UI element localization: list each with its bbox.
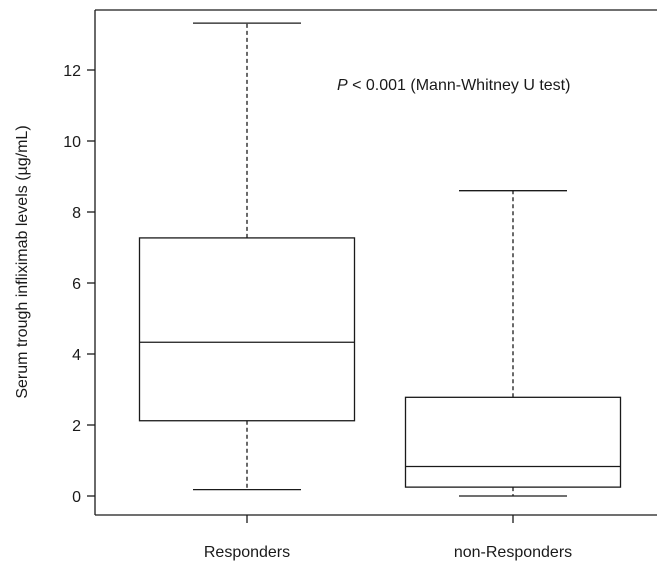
y-tick-label: 12 <box>63 63 81 80</box>
iqr-box <box>404 396 622 488</box>
p-value-symbol: P <box>337 77 348 94</box>
box-responders <box>138 22 356 491</box>
y-tick-label: 8 <box>72 205 81 222</box>
y-axis-ticks: 0 2 4 6 8 10 12 <box>63 63 95 506</box>
y-axis-title: Serum trough infliximab levels (µg/mL) <box>14 125 31 398</box>
y-tick-label: 4 <box>72 347 81 364</box>
x-tick-label: Responders <box>204 544 290 561</box>
y-tick-label: 6 <box>72 276 81 293</box>
box-non-responders <box>404 190 622 497</box>
y-tick-label: 2 <box>72 418 81 435</box>
x-tick-label: non-Responders <box>454 544 572 561</box>
p-value-text: < 0.001 (Mann-Whitney U test) <box>348 77 571 94</box>
x-axis-ticks: Responders non-Responders <box>204 515 572 561</box>
y-tick-label: 10 <box>63 134 81 151</box>
boxes-layer <box>138 22 622 497</box>
p-value-annotation: P < 0.001 (Mann-Whitney U test) <box>337 77 570 94</box>
iqr-box <box>138 237 356 422</box>
y-tick-label: 0 <box>72 489 81 506</box>
